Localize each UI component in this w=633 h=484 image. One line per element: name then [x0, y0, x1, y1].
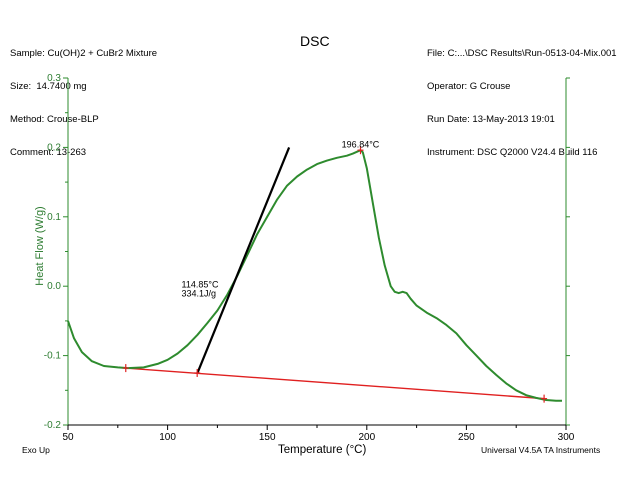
run-info-block: File: C:...\DSC Results\Run-0513-04-Mix.…	[427, 26, 617, 169]
x-tick-label: 250	[458, 432, 475, 443]
method-line: Method: Crouse-BLP	[10, 114, 99, 125]
heat-flow-curve	[67, 149, 562, 402]
x-tick-label: 200	[358, 432, 375, 443]
baseline-line	[125, 367, 545, 400]
x-tick-label: 100	[159, 432, 176, 443]
sample-info-block: Sample: Cu(OH)2 + CuBr2 Mixture Size: 14…	[10, 26, 157, 169]
comment-line: Comment: 13-263	[10, 147, 87, 158]
instrument-line: Instrument: DSC Q2000 V24.4 Build 116	[427, 147, 598, 158]
onset-tangent-line	[196, 146, 291, 374]
run-date-line: Run Date: 13-May-2013 19:01	[427, 114, 555, 125]
annotation-label: 334.1J/g	[182, 289, 217, 299]
sample-line: Sample: Cu(OH)2 + CuBr2 Mixture	[10, 48, 158, 59]
exo-up-label: Exo Up	[22, 445, 50, 455]
operator-line: Operator: G Crouse	[427, 81, 511, 92]
y-tick-label: 0.2	[47, 142, 61, 153]
x-axis-label: Temperature (°C)	[278, 444, 367, 456]
y-axis-label: Heat Flow (W/g)	[34, 206, 46, 286]
y-tick-label: -0.2	[44, 420, 62, 431]
x-tick-label: 150	[259, 432, 276, 443]
y-tick-label: -0.1	[44, 351, 62, 362]
size-line: Size: 14.7400 mg	[10, 81, 87, 92]
annotation-label: 196.84°C	[342, 139, 380, 149]
y-tick-label: 0.0	[47, 281, 61, 292]
x-tick-label: 300	[558, 432, 575, 443]
chart-title: DSC	[300, 33, 330, 49]
file-line: File: C:...\DSC Results\Run-0513-04-Mix.…	[427, 48, 617, 59]
annotation-label: 114.85°C	[182, 280, 219, 290]
y-tick-label: 0.1	[47, 212, 61, 223]
y-tick-label: 0.3	[47, 73, 61, 84]
x-tick-label: 50	[62, 432, 74, 443]
software-version-label: Universal V4.5A TA Instruments	[481, 445, 601, 455]
